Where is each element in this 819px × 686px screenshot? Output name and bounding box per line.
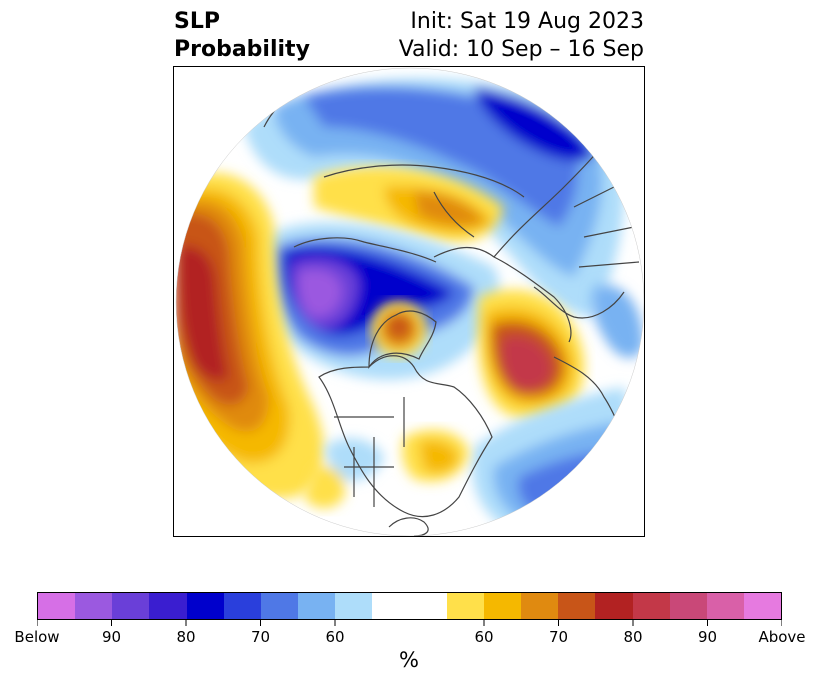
colorbar-swatch [38, 593, 76, 619]
colorbar [37, 592, 782, 620]
colorbar-tick-label: 90 [697, 628, 718, 646]
colorbar-swatch [632, 593, 670, 619]
colorbar-tick-label: Below [14, 628, 60, 646]
colorbar-tick-label: 80 [623, 628, 643, 646]
colorbar-tick-label: 70 [548, 628, 569, 646]
colorbar-swatch [335, 593, 373, 619]
map-panel [173, 66, 645, 537]
colorbar-swatch [521, 593, 559, 619]
colorbar-swatch [409, 593, 447, 619]
colorbar-ticks [37, 620, 782, 626]
colorbar-tick-label: 60 [474, 628, 494, 646]
colorbar-tick-label: 90 [101, 628, 122, 646]
colorbar-swatch [595, 593, 633, 619]
title-left: SLP Probability [174, 8, 310, 64]
probability-map [175, 67, 644, 536]
colorbar-swatch [706, 593, 744, 619]
colorbar-swatch [260, 593, 299, 619]
title-variable: SLP [174, 9, 220, 34]
colorbar-unit-label: % [399, 648, 419, 672]
colorbar-swatch [149, 593, 187, 619]
above-region-pacific [176, 172, 325, 499]
colorbar-tick-label: 80 [176, 628, 196, 646]
colorbar-swatch [483, 593, 522, 619]
above-region-atlantic [477, 289, 585, 420]
colorbar-swatch [223, 593, 261, 619]
colorbar-swatch [669, 593, 707, 619]
colorbar-swatch [112, 593, 150, 619]
colorbar-swatch [446, 593, 484, 619]
init-date: Init: Sat 19 Aug 2023 [410, 9, 644, 34]
colorbar-swatch [372, 593, 410, 619]
valid-range: Valid: 10 Sep – 16 Sep [398, 37, 644, 62]
colorbar-swatch [558, 593, 596, 619]
colorbar-swatch [298, 593, 336, 619]
colorbar-swatch [186, 593, 224, 619]
title-type: Probability [174, 37, 310, 62]
title-right: Init: Sat 19 Aug 2023 Valid: 10 Sep – 16… [399, 8, 644, 64]
coastlines [188, 76, 640, 536]
colorbar-tick-label: 70 [250, 628, 271, 646]
colorbar-swatch [743, 593, 782, 619]
colorbar-tick-label: 60 [325, 628, 345, 646]
colorbar-swatch [75, 593, 113, 619]
colorbar-tick-label: Above [758, 628, 806, 646]
